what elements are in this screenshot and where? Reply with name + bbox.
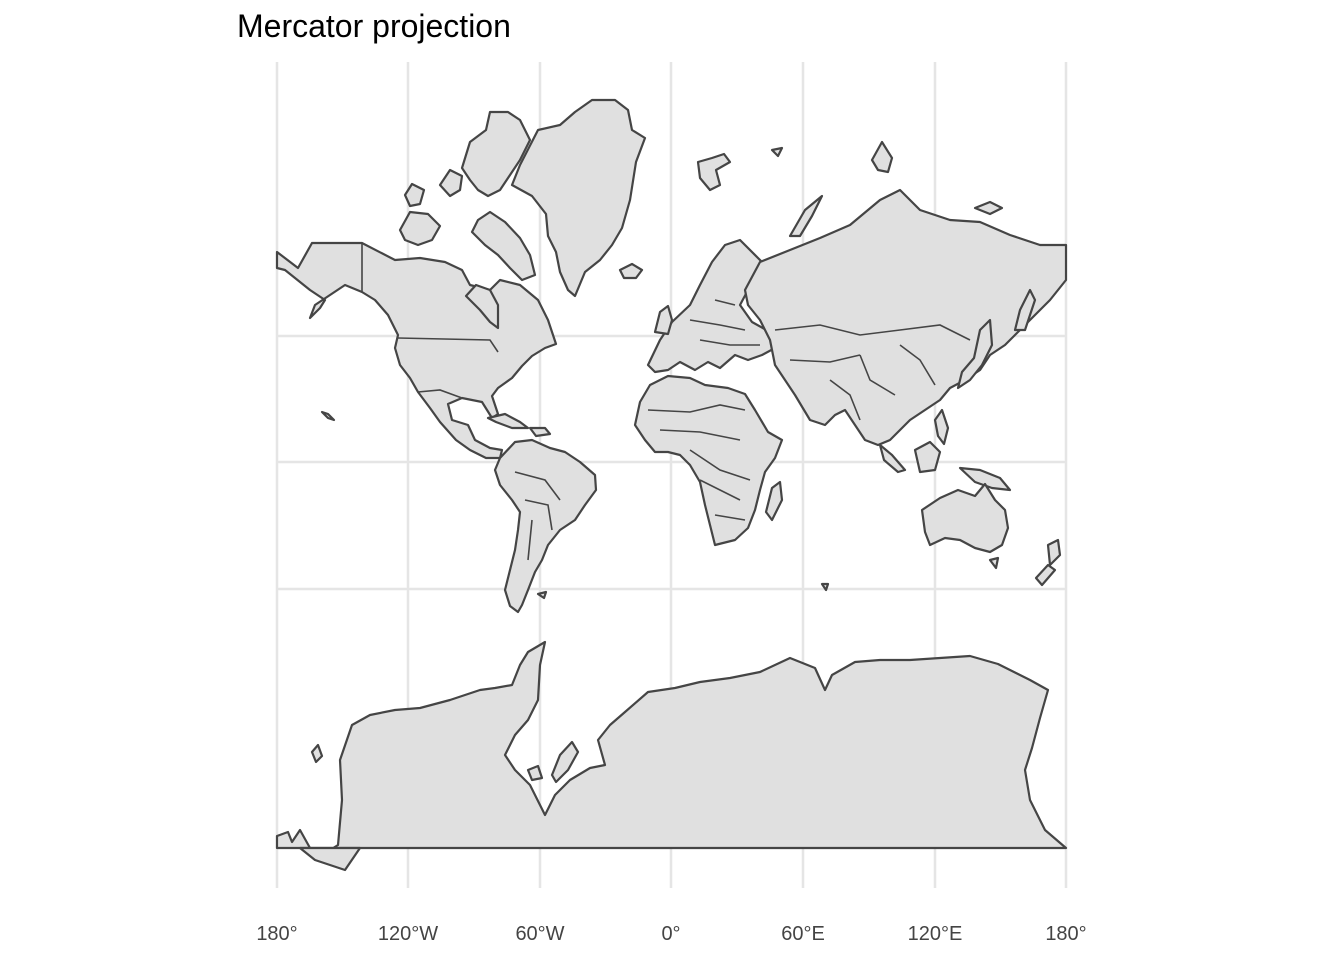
sumatra: [878, 443, 907, 474]
africa-borders: [647, 404, 751, 521]
ellesmere-piece: [438, 168, 464, 198]
longitude-axis: 180° 120°W 60°W 0° 60°E 120°E 180°: [256, 923, 1086, 945]
novaya-zemlya: [788, 194, 824, 238]
hudson-island: [464, 283, 500, 330]
taimyr-island: [870, 140, 894, 174]
victoria-island: [398, 210, 442, 247]
antarctic-island-mid: [550, 740, 580, 784]
tick-120e: 120°E: [908, 923, 963, 945]
iceland: [618, 262, 644, 280]
banks-island: [403, 182, 426, 208]
cuba: [486, 412, 530, 430]
africa: [633, 374, 784, 547]
us-canada-border: [361, 243, 499, 353]
hawaii: [320, 410, 336, 422]
tick-60e: 60°E: [781, 923, 825, 945]
franz-josef: [770, 146, 784, 158]
greenland: [510, 98, 647, 298]
map-title: Mercator projection: [237, 8, 511, 44]
antarctic-island-small: [526, 764, 544, 782]
south-america: [493, 438, 598, 614]
philippines: [933, 408, 950, 446]
australia: [920, 482, 1010, 554]
antarctic-island-west: [310, 743, 324, 764]
baffin-island: [470, 210, 537, 282]
europe: [646, 238, 777, 374]
uk: [653, 304, 674, 336]
new-guinea: [958, 466, 1012, 492]
hispaniola: [528, 426, 552, 438]
country-borders: [361, 243, 971, 561]
antarctica: [275, 640, 1068, 857]
tick-180e: 180°: [1045, 923, 1086, 945]
japan: [956, 318, 994, 390]
tasmania: [988, 556, 1000, 570]
arctic-archipelago: [460, 110, 532, 198]
tick-120w: 120°W: [378, 923, 438, 945]
asia-borders: [774, 324, 971, 421]
tick-60w: 60°W: [515, 923, 564, 945]
tick-0: 0°: [661, 923, 680, 945]
south-america-borders: [514, 471, 561, 561]
svalbard: [696, 152, 732, 192]
new-zealand-north: [1046, 538, 1062, 567]
new-zealand-south: [1034, 563, 1057, 587]
falklands: [536, 590, 548, 600]
madagascar: [764, 480, 784, 522]
tick-180w: 180°: [256, 923, 297, 945]
europe-borders: [689, 299, 760, 346]
us-mexico-border: [417, 389, 463, 399]
land-masses: [275, 98, 1068, 872]
kamchatka: [1013, 288, 1037, 332]
arctic-isle-east: [973, 200, 1004, 216]
antarctic-lobe: [298, 846, 362, 872]
borneo: [913, 440, 942, 474]
kerguelen: [820, 582, 830, 592]
